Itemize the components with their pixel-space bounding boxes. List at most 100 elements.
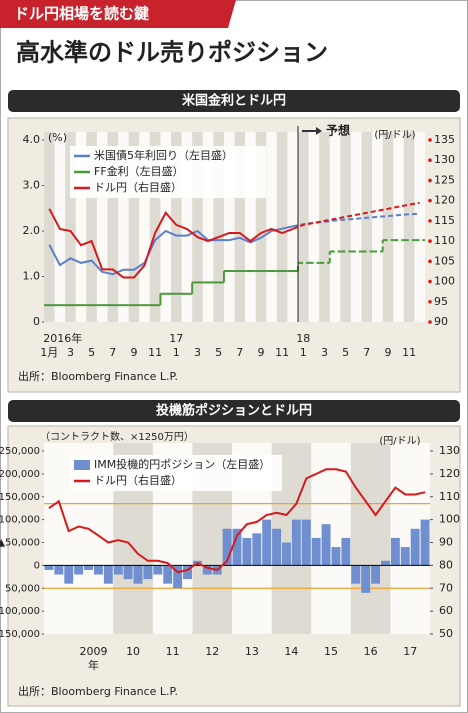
y-unit: （コントラクト数、×1250万円） [40,430,194,443]
y-tick-label: 0 [34,560,40,571]
y-tick-label: 0 [33,315,40,328]
section-title: 投機筋ポジションとドル円 [156,403,312,419]
stripe [319,132,330,322]
stripe [192,132,203,322]
bar [143,565,153,580]
y-tick-label: ▲100,000 [0,515,40,526]
bar [113,565,123,575]
bar [321,524,331,566]
legend-swatch [74,460,90,470]
x-tick-label: 11 [275,346,289,359]
page-title: 高水準のドル売りポジション [16,38,328,67]
x-tick-label: 5 [215,346,222,359]
y2-tick-label: 95 [434,295,448,308]
bar [84,565,93,570]
y2-tick [428,138,432,142]
bar [74,565,84,575]
y2-tick-label: 80 [439,558,453,571]
x-year-suffix: 年 [88,658,99,672]
x-tick-label: 9 [257,346,264,359]
y2-tick-label: 115 [434,214,455,227]
series-line [292,212,420,228]
x-tick-label: 7 [236,346,243,359]
bar [44,565,54,570]
series-line [48,208,294,279]
y-tick-label: 150,000 [0,629,40,640]
y-tick-label: ▲200,000 [0,469,40,480]
y2-tick-label: 110 [434,234,455,247]
stripe [403,132,415,322]
bar [202,565,212,575]
x-tick-label: 11 [402,346,416,359]
bar [262,519,272,566]
bar [103,565,113,584]
y2-tick-label: 110 [439,490,460,503]
bar [341,537,351,566]
x-tick-label: 9 [130,346,137,359]
bar [291,519,301,566]
y2-tick [428,320,432,324]
stripe [65,132,76,322]
stripe [128,132,140,322]
y2-tick [428,259,432,264]
bar [93,565,103,575]
y2-tick-label: 130 [439,444,460,457]
legend-label: ドル円（右目盛） [94,180,182,194]
x-tick-label: 17 [403,645,417,658]
x-tick-label: 12 [205,645,219,658]
bar [242,537,252,566]
x-year-label: 18 [296,332,310,345]
y2-tick-label: 105 [434,254,455,267]
bar [371,565,381,584]
y-tick-label: ▲150,000 [0,492,40,503]
y2-tick [428,299,432,304]
y-tick-label: 1.0 [23,270,41,283]
y2-tick-label: 60 [439,604,453,617]
y2-tick-label: 100 [434,275,455,288]
x-tick-label: 1 [300,346,307,359]
x-tick-label: 3 [67,346,74,359]
y-tick-label: 3.0 [23,179,41,192]
stripe [234,132,246,322]
y2-tick-label: 120 [439,467,460,480]
y2-tick-label: 135 [434,133,455,146]
series-line [48,468,426,574]
x-tick-label: 5 [88,346,95,359]
x-tick-label: 7 [109,346,116,359]
bar [381,560,390,566]
y-tick-label: ▲250,000 [0,446,40,457]
y2-tick-label: 100 [439,513,460,526]
bar [153,565,163,575]
bar [252,533,262,566]
y-tick-label: 100,000 [0,606,40,617]
stripe [298,132,309,322]
stripe [361,132,373,322]
bar [163,565,173,584]
tag: ドル円相場を読む鍵 [14,5,149,23]
stripe [255,132,267,322]
y2-tick [428,219,432,223]
x-tick-label: 1月 [40,346,58,359]
bar [173,565,183,589]
x-tick-label: 1 [173,346,180,359]
stripe [382,132,394,322]
legend-box [70,455,282,491]
x-tick-label: 7 [363,346,370,359]
section-banner [8,90,460,112]
y2-tick-label: 125 [434,173,455,186]
x-tick-label: 3 [194,346,201,359]
y-tick-label: 50,000 [5,583,40,594]
bar [232,528,242,566]
bar [400,547,410,566]
bar [301,519,311,566]
bar [331,547,341,566]
stripe [340,132,351,322]
section-title: 米国金利とドル円 [182,93,286,109]
stripe [44,132,55,322]
x-year-label: 17 [169,332,183,345]
x-tick-label: 11 [148,346,162,359]
stripe [107,132,119,322]
bar [183,565,192,580]
bar [123,565,133,580]
bar [351,565,361,584]
